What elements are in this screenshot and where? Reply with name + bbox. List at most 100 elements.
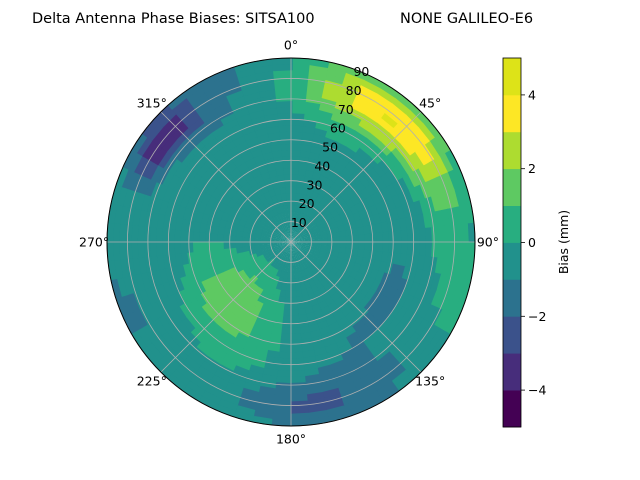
- heatmap-cell: [280, 192, 287, 200]
- heatmap-cell: [350, 194, 361, 206]
- heatmap-cell: [272, 234, 280, 239]
- heatmap-cell: [152, 268, 163, 286]
- heatmap-cell: [293, 253, 297, 261]
- heatmap-cell: [160, 295, 175, 313]
- heatmap-cell: [234, 359, 252, 371]
- heatmap-cell: [226, 123, 243, 136]
- heatmap-cell: [272, 394, 291, 403]
- heatmap-cell: [335, 376, 354, 389]
- heatmap-cell: [167, 227, 176, 242]
- heatmap-cell: [278, 180, 286, 189]
- heatmap-cell: [229, 247, 238, 255]
- heatmap-cell: [291, 210, 295, 218]
- heatmap-cell: [189, 172, 203, 187]
- heatmap-cell: [291, 149, 302, 157]
- radial-tick-label: 80: [346, 83, 362, 98]
- heatmap-cell: [275, 269, 282, 278]
- heatmap-cell: [380, 199, 392, 213]
- heatmap-cell: [300, 248, 308, 254]
- heatmap-cell: [354, 180, 367, 193]
- heatmap-cell: [275, 193, 283, 202]
- heatmap-cell: [283, 173, 292, 181]
- heatmap-cell: [268, 229, 276, 235]
- heatmap-cell: [453, 277, 466, 299]
- heatmap-cell: [130, 329, 148, 351]
- heatmap-cell: [229, 128, 245, 142]
- heatmap-cell: [302, 236, 310, 240]
- heatmap-cell: [291, 239, 298, 242]
- heatmap-cell: [401, 113, 421, 133]
- heatmap-cell: [165, 327, 182, 346]
- heatmap-cell: [245, 369, 263, 381]
- heatmap-cell: [280, 258, 286, 266]
- heatmap-cell: [198, 250, 208, 262]
- heatmap-cell: [291, 112, 306, 121]
- heatmap-cell: [176, 126, 194, 144]
- heatmap-cell: [353, 95, 373, 111]
- heatmap-cell: [298, 277, 305, 285]
- heatmap-cell: [454, 186, 466, 209]
- heatmap-cell: [424, 287, 438, 307]
- heatmap-cell: [297, 251, 303, 259]
- heatmap-cell: [155, 226, 164, 242]
- heatmap-cell: [423, 118, 442, 139]
- angular-grid-line: [160, 241, 292, 373]
- colorbar-band: [503, 205, 521, 243]
- heatmap-cell: [364, 108, 383, 124]
- heatmap-cell: [247, 245, 255, 252]
- heatmap-cell: [160, 330, 178, 350]
- heatmap-cell: [203, 332, 219, 347]
- heatmap-cell: [174, 363, 194, 382]
- heatmap-cell: [297, 205, 303, 213]
- heatmap-cell: [271, 149, 283, 159]
- heatmap-cell: [247, 103, 265, 114]
- heatmap-cell: [274, 88, 293, 96]
- heatmap-cell: [278, 239, 286, 242]
- heatmap-cell: [174, 252, 184, 267]
- heatmap-cell: [322, 85, 343, 97]
- heatmap-cell: [300, 220, 306, 228]
- heatmap-cell: [337, 156, 350, 169]
- heatmap-cell: [237, 393, 258, 405]
- heatmap-cell: [321, 234, 329, 240]
- heatmap-cell: [226, 375, 246, 389]
- heatmap-cell: [273, 313, 284, 322]
- heatmap-cell: [399, 328, 416, 347]
- heatmap-cell: [284, 265, 289, 274]
- heatmap-cell: [294, 223, 299, 231]
- heatmap-cell: [344, 247, 353, 256]
- heatmap-cell: [210, 284, 222, 297]
- heatmap-cell: [321, 91, 341, 103]
- heatmap-cell: [256, 254, 265, 261]
- heatmap-cell: [137, 224, 145, 242]
- heatmap-cell: [107, 240, 115, 262]
- heatmap-cell: [317, 370, 335, 381]
- heatmap-cell: [298, 212, 305, 220]
- heatmap-cell: [116, 185, 129, 207]
- heatmap-cell: [325, 316, 338, 327]
- heatmap-cell: [272, 69, 293, 78]
- heatmap-cell: [235, 140, 250, 152]
- heatmap-cell: [215, 65, 238, 80]
- heatmap-cell: [425, 179, 438, 198]
- heatmap-cell: [166, 137, 183, 156]
- heatmap-cell: [331, 274, 342, 284]
- heatmap-cell: [354, 346, 371, 361]
- heatmap-cell: [204, 232, 212, 242]
- heatmap-cell: [140, 345, 159, 366]
- heatmap-cell: [453, 166, 468, 189]
- heatmap-cell: [229, 166, 242, 179]
- heatmap-cell: [249, 358, 266, 369]
- heatmap-cell: [280, 218, 286, 226]
- heatmap-cell: [221, 386, 242, 401]
- heatmap-cell: [239, 387, 260, 399]
- heatmap-cell: [376, 310, 391, 326]
- heatmap-cell: [269, 137, 282, 147]
- heatmap-cell: [418, 165, 433, 184]
- heatmap-cell: [133, 154, 149, 175]
- heatmap-cell: [375, 176, 388, 191]
- heatmap-cell: [212, 368, 232, 383]
- heatmap-cell: [290, 315, 300, 323]
- heatmap-cell: [335, 134, 351, 147]
- heatmap-cell: [364, 288, 377, 301]
